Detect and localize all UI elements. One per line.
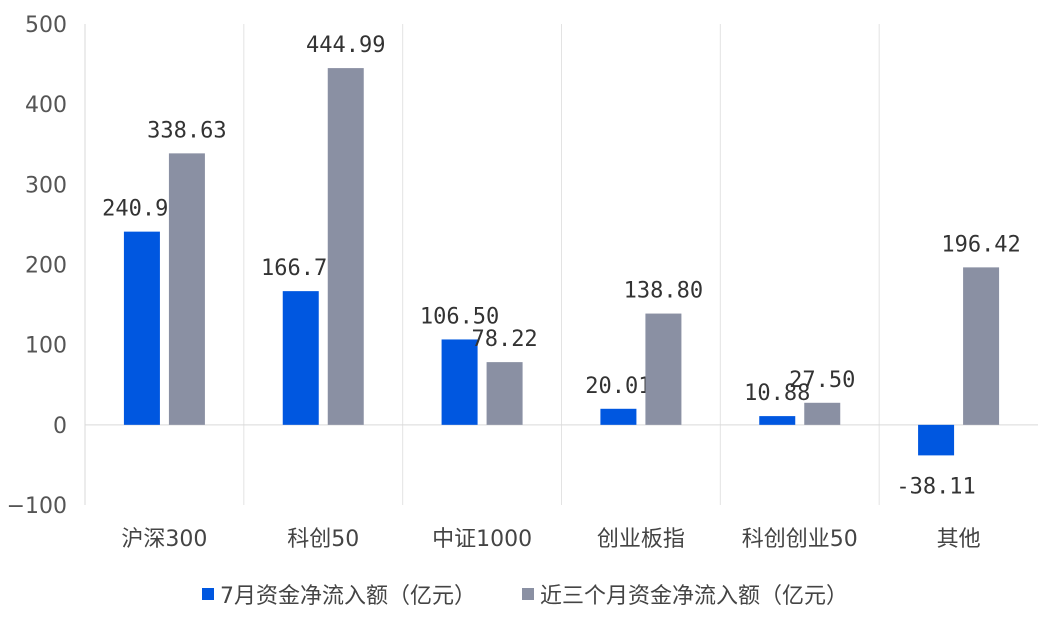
bar-july: [282, 291, 319, 425]
bar-july: [600, 408, 637, 425]
data-label: 27.50: [789, 368, 855, 393]
data-label: 10.88: [744, 381, 810, 406]
data-label: 444.99: [306, 33, 385, 58]
bar-july: [759, 416, 796, 425]
y-tick-label: 100: [25, 334, 67, 359]
y-tick-label: 500: [25, 13, 67, 38]
x-tick-label: 中证1000: [432, 527, 532, 552]
bar-three-months: [804, 402, 841, 425]
y-tick-label: 300: [25, 173, 67, 198]
y-tick-label: 200: [25, 254, 67, 279]
x-tick-label: 科创50: [287, 527, 359, 552]
x-tick-label: 其他: [937, 527, 981, 552]
y-tick-label: 0: [53, 414, 67, 439]
legend-swatch-three-months: [521, 588, 534, 600]
bar-three-months: [963, 267, 1000, 425]
legend-swatch-july: [201, 588, 214, 600]
legend-item-july: 7月资金净流入额（亿元）: [201, 578, 476, 610]
data-label: 338.63: [147, 118, 226, 143]
x-tick-label: 科创创业50: [742, 527, 858, 552]
bar-three-months: [486, 362, 523, 425]
y-tick-label: −100: [7, 494, 67, 519]
legend-label-three-months: 近三个月资金净流入额（亿元）: [539, 584, 848, 609]
x-tick-label: 创业板指: [597, 527, 685, 552]
bar-three-months: [645, 313, 682, 425]
bar-july: [123, 231, 160, 425]
bar-chart: 500 400 300 200 100 0 −100 240.99 338.63 沪深300 166…: [7, 13, 1038, 552]
data-label: 78.22: [471, 327, 537, 352]
data-label: 240.99: [102, 197, 181, 222]
bar-three-months: [168, 153, 205, 425]
data-label: 106.50: [420, 304, 499, 329]
bar-three-months: [327, 68, 364, 425]
legend: 7月资金净流入额（亿元） 近三个月资金净流入额（亿元）: [0, 578, 1050, 610]
data-label: 196.42: [941, 232, 1020, 257]
data-label: -38.11: [896, 474, 975, 499]
data-label: 138.80: [624, 279, 703, 304]
bar-july: [441, 339, 478, 425]
bar-july: [918, 424, 955, 456]
y-tick-label: 400: [25, 93, 67, 118]
x-tick-label: 沪深300: [121, 527, 207, 552]
data-label: 166.77: [261, 256, 340, 281]
data-label: 20.01: [585, 374, 651, 399]
legend-item-three-months: 近三个月资金净流入额（亿元）: [521, 578, 848, 610]
legend-label-july: 7月资金净流入额（亿元）: [219, 584, 476, 609]
